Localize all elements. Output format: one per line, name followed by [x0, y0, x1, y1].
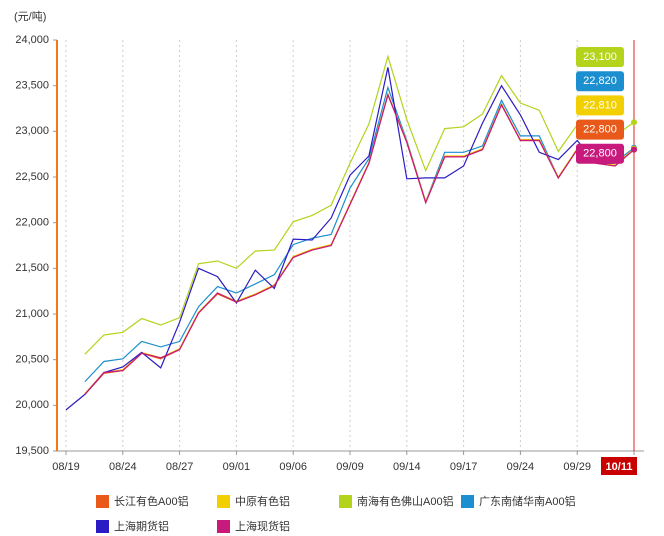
y-tick-label: 21,500: [15, 262, 49, 274]
legend-swatch: [96, 520, 109, 533]
x-tick-label: 10/11: [606, 461, 633, 473]
value-label: 23,100: [583, 51, 617, 63]
legend-label: 广东南储华南A00铝: [479, 494, 576, 508]
legend-label: 中原有色铝: [235, 494, 290, 508]
x-tick-label: 08/24: [109, 461, 137, 473]
x-tick-label: 09/09: [336, 461, 364, 473]
legend-swatch: [461, 495, 474, 508]
x-tick-label: 08/27: [166, 461, 194, 473]
legend-swatch: [217, 495, 230, 508]
value-label-box: [576, 143, 624, 164]
value-label-box: [576, 71, 624, 92]
series-line: [84, 85, 635, 383]
value-label-box: [576, 95, 624, 116]
value-label-box: [576, 119, 624, 140]
x-tick-label: 09/17: [450, 461, 478, 473]
y-axis-title: (元/吨): [14, 10, 46, 23]
end-point: [631, 119, 637, 126]
series-line: [84, 54, 635, 355]
y-tick-label: 20,000: [15, 399, 49, 411]
series-line: [65, 67, 616, 411]
y-tick-label: 22,500: [15, 171, 49, 183]
y-tick-label: 23,000: [15, 125, 49, 137]
value-label: 22,800: [583, 124, 617, 136]
end-point: [631, 146, 637, 153]
y-tick-label: 20,500: [15, 354, 49, 366]
legend-label: 长江有色A00铝: [114, 494, 189, 508]
x-tick-label: 09/24: [507, 461, 535, 473]
y-tick-label: 21,000: [15, 308, 49, 320]
legend-label: 上海期货铝: [114, 519, 169, 533]
series-line: [84, 92, 635, 394]
series-line: [84, 92, 635, 395]
value-label: 22,820: [583, 75, 617, 87]
x-tick-label: 09/06: [279, 461, 307, 473]
value-label-box: [576, 47, 624, 67]
legend-label: 上海现货铝: [235, 519, 290, 533]
x-tick-label: 09/29: [563, 461, 591, 473]
legend-label: 南海有色佛山A00铝: [357, 494, 454, 508]
value-label: 22,800: [583, 148, 617, 160]
x-highlight-box: [601, 457, 637, 475]
legend-swatch: [339, 495, 352, 508]
legend-swatch: [96, 495, 109, 508]
y-tick-label: 23,500: [15, 80, 49, 92]
y-tick-label: 24,000: [15, 34, 49, 46]
value-label: 22,810: [583, 99, 617, 111]
x-tick-label: 09/01: [223, 461, 251, 473]
legend-swatch: [217, 520, 230, 533]
x-tick-label: 08/19: [52, 461, 80, 473]
x-tick-label: 09/14: [393, 461, 421, 473]
series-line: [84, 92, 635, 395]
y-tick-label: 19,500: [15, 445, 49, 457]
y-tick-label: 22,000: [15, 217, 49, 229]
